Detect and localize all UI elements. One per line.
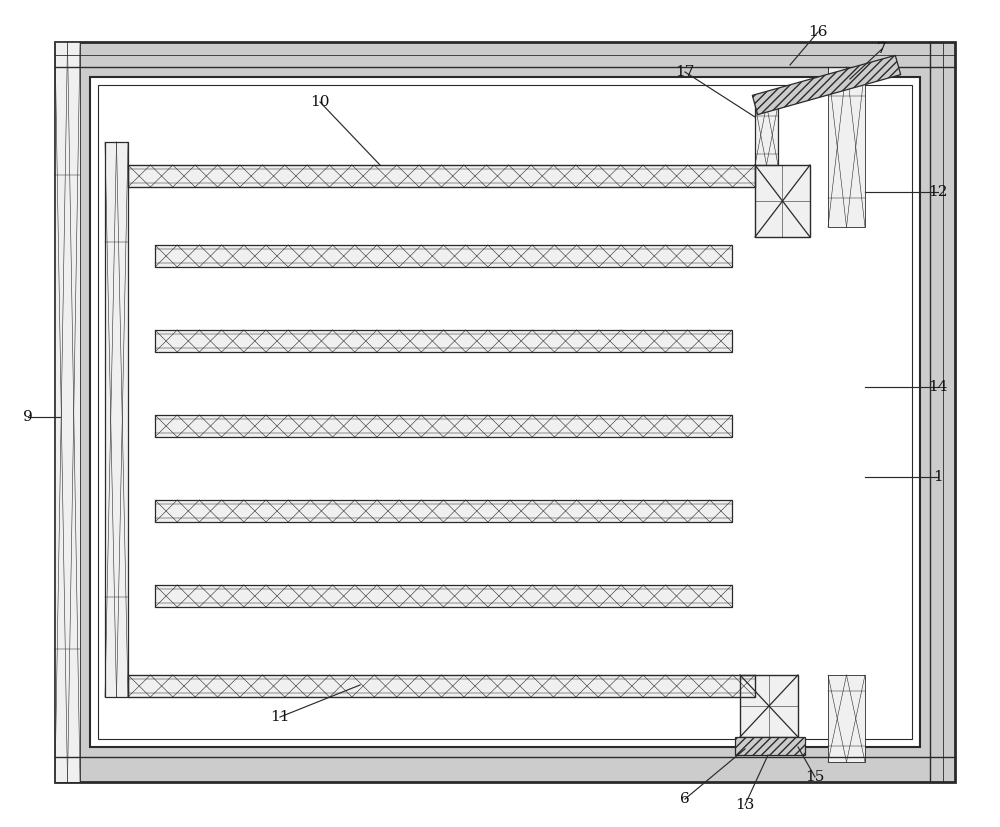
Bar	[128, 165, 755, 187]
Bar	[155, 500, 732, 522]
Bar	[828, 67, 865, 227]
Bar	[155, 245, 732, 267]
Bar	[128, 675, 755, 697]
Bar	[155, 245, 732, 267]
Bar	[128, 165, 755, 187]
Bar	[828, 675, 865, 762]
Text: 6: 6	[680, 792, 690, 806]
Bar	[828, 675, 865, 762]
Text: 10: 10	[310, 95, 330, 109]
Text: 13: 13	[735, 798, 755, 812]
Text: 14: 14	[928, 380, 948, 394]
Bar	[155, 330, 732, 352]
Bar	[105, 142, 128, 697]
Bar	[155, 500, 732, 522]
Text: 17: 17	[675, 65, 695, 79]
Bar	[90, 77, 920, 747]
Bar	[740, 675, 798, 737]
Text: 11: 11	[270, 710, 290, 724]
Bar	[755, 105, 778, 165]
Bar	[98, 85, 912, 739]
Bar	[55, 42, 955, 782]
Bar	[55, 42, 80, 782]
Text: 1: 1	[933, 470, 943, 484]
Bar	[155, 585, 732, 607]
Bar	[755, 165, 810, 237]
Text: 16: 16	[808, 25, 828, 39]
Bar	[828, 67, 865, 227]
Bar	[155, 415, 732, 437]
Bar	[155, 415, 732, 437]
Bar	[740, 675, 798, 737]
Bar	[735, 737, 805, 755]
Text: 12: 12	[928, 185, 948, 199]
Bar	[128, 675, 755, 697]
Bar	[155, 330, 732, 352]
Text: 7: 7	[877, 42, 887, 56]
Text: 15: 15	[805, 770, 825, 784]
Bar	[755, 165, 810, 237]
Text: 9: 9	[23, 410, 33, 424]
Bar	[55, 42, 80, 782]
Bar	[155, 585, 732, 607]
Polygon shape	[752, 55, 901, 115]
Bar	[105, 142, 128, 697]
Bar	[755, 105, 778, 165]
